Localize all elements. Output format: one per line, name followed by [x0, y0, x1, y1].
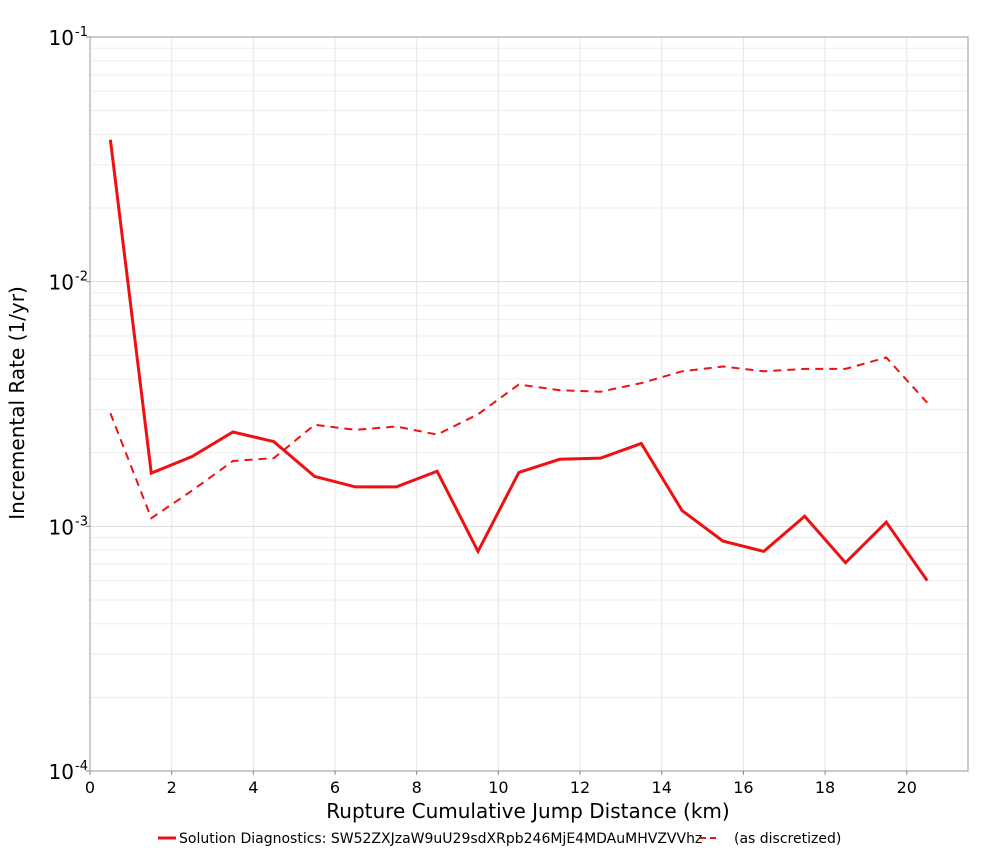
y-tick-exponent: -4 — [75, 759, 88, 774]
legend: Solution Diagnostics: SW52ZXJzaW9uU29sdX… — [158, 831, 841, 847]
x-tick-label: 8 — [412, 778, 422, 797]
y-tick-label: 10 — [49, 760, 74, 784]
series-line-solution — [108, 139, 929, 582]
y-tick-label: 10 — [49, 515, 74, 539]
y-tick-exponent: -2 — [75, 270, 88, 285]
x-tick-label: 6 — [330, 778, 340, 797]
y-axis-title: Incremental Rate (1/yr) — [5, 286, 29, 519]
y-tick-label: 10 — [49, 271, 74, 295]
x-axis-ticks: 0 2 4 6 8 10 12 14 16 18 20 — [85, 771, 917, 797]
legend-label-solution: Solution Diagnostics: SW52ZXJzaW9uU29sdX… — [179, 831, 702, 847]
x-tick-label: 10 — [488, 778, 508, 797]
x-tick-label: 16 — [733, 778, 753, 797]
x-tick-label: 2 — [167, 778, 177, 797]
grid — [89, 37, 968, 772]
y-tick-label: 10 — [49, 26, 74, 50]
series-line-discretized — [109, 356, 928, 520]
y-tick-exponent: -1 — [75, 25, 88, 40]
x-tick-label: 14 — [652, 778, 672, 797]
y-tick-exponent: -3 — [75, 514, 88, 529]
x-tick-label: 18 — [815, 778, 835, 797]
x-axis-title: Rupture Cumulative Jump Distance (km) — [326, 799, 729, 823]
x-tick-label: 20 — [897, 778, 917, 797]
series-layer — [108, 139, 929, 582]
x-tick-label: 4 — [248, 778, 258, 797]
x-tick-label: 12 — [570, 778, 590, 797]
plot-area-frame — [89, 36, 969, 772]
legend-label-discretized: (as discretized) — [734, 831, 841, 847]
y-axis-ticks: 10-110-210-310-4 — [49, 25, 90, 784]
x-tick-label: 0 — [85, 778, 95, 797]
